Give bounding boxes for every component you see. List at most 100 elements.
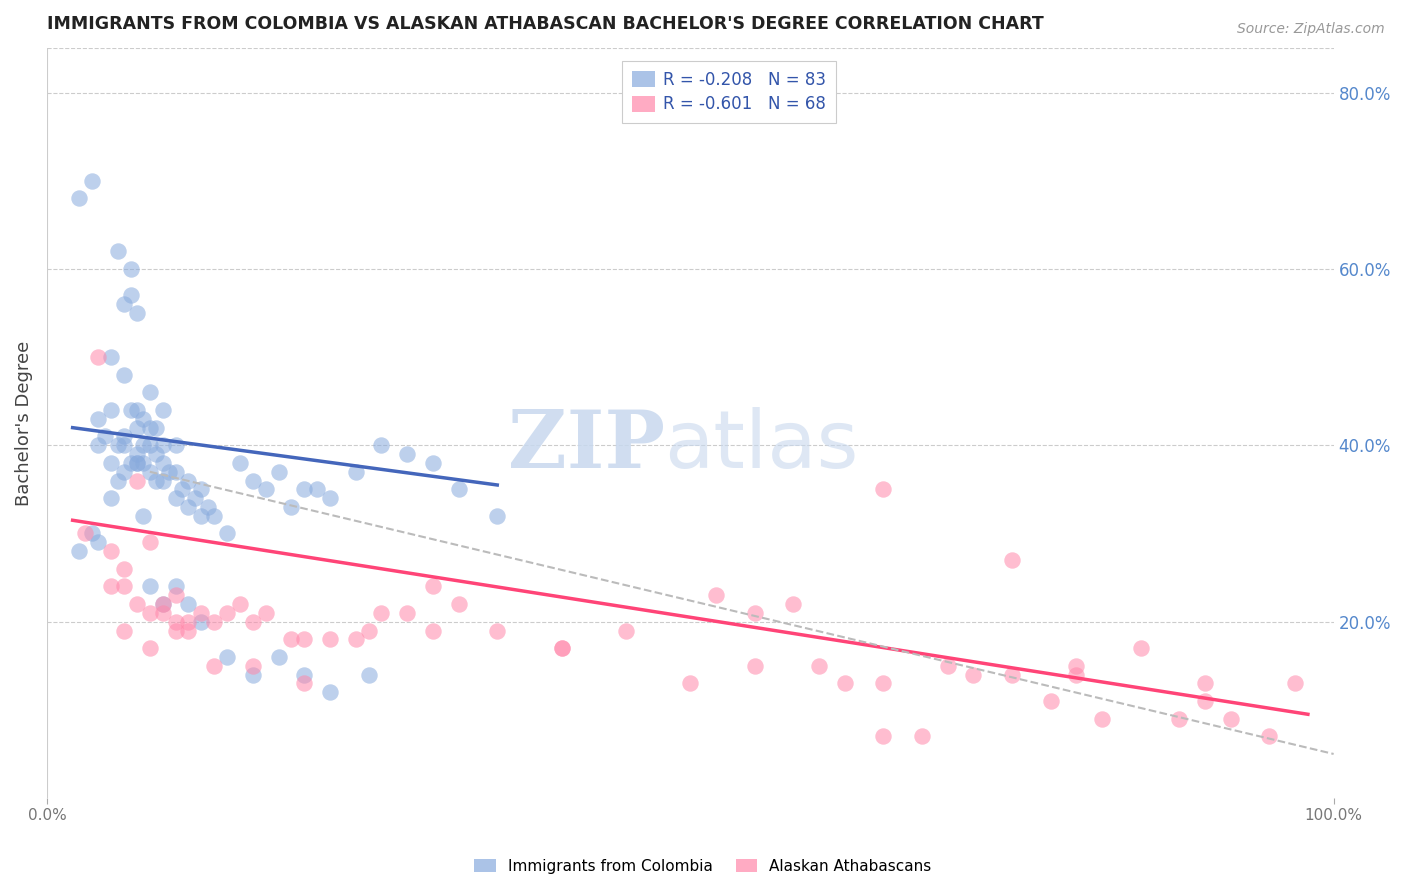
Point <box>145 474 167 488</box>
Point <box>292 483 315 497</box>
Point <box>1129 641 1152 656</box>
Point <box>152 606 174 620</box>
Point <box>152 597 174 611</box>
Text: IMMIGRANTS FROM COLOMBIA VS ALASKAN ATHABASCAN BACHELOR'S DEGREE CORRELATION CHA: IMMIGRANTS FROM COLOMBIA VS ALASKAN ATHA… <box>46 15 1043 33</box>
Point <box>132 438 155 452</box>
Point <box>120 261 142 276</box>
Point <box>292 676 315 690</box>
Point <box>242 667 264 681</box>
Point <box>1194 676 1216 690</box>
Point <box>120 403 142 417</box>
Point <box>1219 712 1241 726</box>
Point <box>165 491 187 506</box>
Point <box>145 447 167 461</box>
Point <box>834 676 856 690</box>
Point <box>112 562 135 576</box>
Point <box>319 632 342 647</box>
Point <box>550 641 572 656</box>
Point <box>112 438 135 452</box>
Point <box>165 438 187 452</box>
Point <box>112 368 135 382</box>
Point <box>112 465 135 479</box>
Point <box>152 438 174 452</box>
Point <box>67 191 90 205</box>
Point <box>190 606 212 620</box>
Point <box>87 350 110 364</box>
Point <box>165 465 187 479</box>
Text: Source: ZipAtlas.com: Source: ZipAtlas.com <box>1237 22 1385 37</box>
Point <box>1001 667 1024 681</box>
Point <box>125 306 148 320</box>
Point <box>132 508 155 523</box>
Point <box>100 456 122 470</box>
Point <box>112 297 135 311</box>
Point <box>267 465 290 479</box>
Point <box>396 606 419 620</box>
Point <box>242 615 264 629</box>
Point <box>177 500 200 514</box>
Point <box>87 438 110 452</box>
Point <box>100 491 122 506</box>
Point <box>422 579 444 593</box>
Point <box>120 456 142 470</box>
Point <box>139 606 162 620</box>
Point <box>177 615 200 629</box>
Point <box>107 438 129 452</box>
Point <box>215 526 238 541</box>
Point <box>112 429 135 443</box>
Point <box>447 483 470 497</box>
Point <box>319 491 342 506</box>
Point <box>202 658 225 673</box>
Point <box>94 429 117 443</box>
Point <box>550 641 572 656</box>
Point <box>87 412 110 426</box>
Point <box>184 491 207 506</box>
Text: ZIP: ZIP <box>508 407 665 484</box>
Point <box>872 729 894 743</box>
Point <box>152 474 174 488</box>
Point <box>422 456 444 470</box>
Point <box>254 483 277 497</box>
Point <box>1284 676 1306 690</box>
Point <box>1064 658 1087 673</box>
Point <box>177 474 200 488</box>
Point <box>962 667 984 681</box>
Point <box>1091 712 1114 726</box>
Point <box>744 658 766 673</box>
Point <box>370 438 392 452</box>
Point <box>139 641 162 656</box>
Point <box>447 597 470 611</box>
Point <box>936 658 959 673</box>
Point <box>139 465 162 479</box>
Point <box>344 465 367 479</box>
Point <box>254 606 277 620</box>
Point <box>125 474 148 488</box>
Point <box>190 615 212 629</box>
Point <box>782 597 804 611</box>
Point <box>1064 667 1087 681</box>
Point <box>215 650 238 665</box>
Point <box>157 465 180 479</box>
Point <box>396 447 419 461</box>
Point <box>486 508 509 523</box>
Point <box>242 474 264 488</box>
Text: atlas: atlas <box>665 407 859 484</box>
Point <box>307 483 329 497</box>
Point <box>80 526 103 541</box>
Point <box>80 174 103 188</box>
Point <box>357 667 380 681</box>
Point <box>319 685 342 699</box>
Point <box>100 544 122 558</box>
Point <box>100 350 122 364</box>
Point <box>100 579 122 593</box>
Point <box>125 456 148 470</box>
Point <box>872 676 894 690</box>
Point <box>139 438 162 452</box>
Point <box>242 658 264 673</box>
Point <box>152 403 174 417</box>
Point <box>197 500 219 514</box>
Legend: Immigrants from Colombia, Alaskan Athabascans: Immigrants from Colombia, Alaskan Athaba… <box>468 853 938 880</box>
Point <box>1194 694 1216 708</box>
Point <box>807 658 830 673</box>
Point <box>139 535 162 549</box>
